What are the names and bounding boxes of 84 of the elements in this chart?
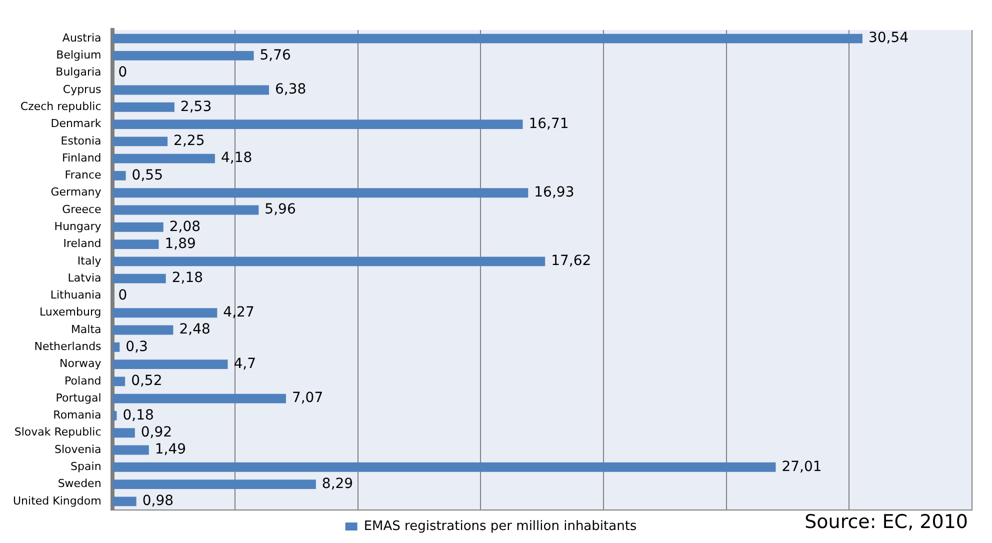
bar [112, 85, 270, 95]
y-tick-label: Czech republic [20, 100, 102, 113]
data-label: 16,93 [534, 184, 574, 200]
y-tick-label: Luxemburg [39, 306, 102, 319]
data-label: 0,52 [131, 373, 162, 390]
data-label: 4,27 [223, 304, 254, 320]
data-label: 0,3 [126, 338, 148, 355]
y-tick-label: Belgium [56, 48, 102, 62]
data-label: 5,76 [260, 47, 292, 64]
bar [112, 188, 528, 198]
data-label: 6,38 [275, 82, 306, 98]
bar [112, 102, 174, 112]
bar [112, 376, 126, 386]
data-label: 2,48 [179, 322, 210, 338]
bar [112, 171, 126, 180]
y-tick-label: Cyprus [62, 82, 102, 96]
bar [112, 411, 117, 420]
y-tick-label: Latvia [68, 271, 102, 284]
data-label: 0 [118, 287, 128, 304]
y-tick-label: Malta [70, 322, 102, 336]
data-label: 1,49 [154, 442, 186, 458]
bar [112, 34, 862, 44]
data-label: 4,7 [234, 356, 256, 372]
y-tick-label: Romania [53, 408, 102, 422]
y-tick-label: Netherlands [34, 340, 102, 353]
y-tick-label: Lithuania [50, 288, 102, 302]
y-tick-label: Germany [50, 186, 102, 199]
data-label: 2,53 [180, 98, 212, 115]
y-tick-label: Slovak Republic [14, 426, 102, 439]
bar [112, 240, 159, 249]
bar [112, 308, 218, 318]
y-tick-label: Portugal [56, 391, 102, 404]
bar [112, 496, 136, 506]
data-label: 0,98 [142, 493, 174, 510]
data-label: 30,54 [868, 30, 909, 46]
y-tick-label: Finland [62, 151, 102, 164]
bar [112, 205, 259, 215]
y-tick-label: Slovenia [54, 442, 102, 456]
bar [112, 136, 168, 146]
y-tick-label: Estonia [60, 134, 102, 148]
data-label: 2,08 [169, 218, 201, 235]
legend-label: EMAS registrations per million inhabitants [364, 518, 637, 534]
data-label: 7,07 [292, 390, 324, 406]
bar [112, 222, 164, 232]
data-label: 5,96 [264, 202, 296, 218]
y-tick-label: Hungary [54, 220, 102, 233]
data-label: 0,55 [132, 167, 163, 184]
y-tick-label: Italy [77, 254, 102, 268]
y-tick-label: Poland [64, 374, 102, 388]
y-tick-label: France [64, 168, 102, 182]
bar [112, 274, 166, 284]
bar [112, 51, 254, 60]
data-label: 0,92 [140, 424, 172, 440]
y-tick-label: Norway [60, 357, 102, 370]
y-tick-label: Spain [70, 460, 102, 473]
y-tick-label: Bulgaria [56, 66, 102, 79]
y-tick-label: Greece [62, 202, 102, 216]
bar [112, 120, 523, 129]
y-tick-label: Ireland [63, 237, 102, 250]
bar [112, 325, 174, 335]
data-label: 0,18 [122, 407, 154, 424]
y-tick-label: Austria [62, 31, 102, 44]
data-label: 27,01 [782, 458, 822, 475]
bar [112, 445, 149, 455]
y-tick-label: United Kingdom [12, 494, 102, 508]
data-label: 17,62 [551, 253, 592, 270]
data-label: 1,89 [164, 236, 196, 252]
data-label: 2,18 [172, 270, 204, 286]
bar [112, 428, 135, 438]
bar [112, 256, 546, 266]
y-tick-label: Sweden [58, 477, 102, 490]
bar [112, 394, 286, 404]
source-note: Source: EC, 2010 [804, 511, 968, 533]
data-label: 0 [118, 64, 128, 80]
y-tick-label: Denmark [50, 117, 102, 130]
bar [112, 360, 228, 369]
data-label: 2,25 [174, 133, 205, 150]
data-label: 8,29 [322, 476, 354, 492]
bar [112, 480, 316, 489]
bar [112, 342, 120, 352]
data-label: 4,18 [220, 150, 252, 166]
bar [112, 154, 215, 164]
data-label: 16,71 [528, 116, 569, 132]
bar [112, 462, 776, 472]
